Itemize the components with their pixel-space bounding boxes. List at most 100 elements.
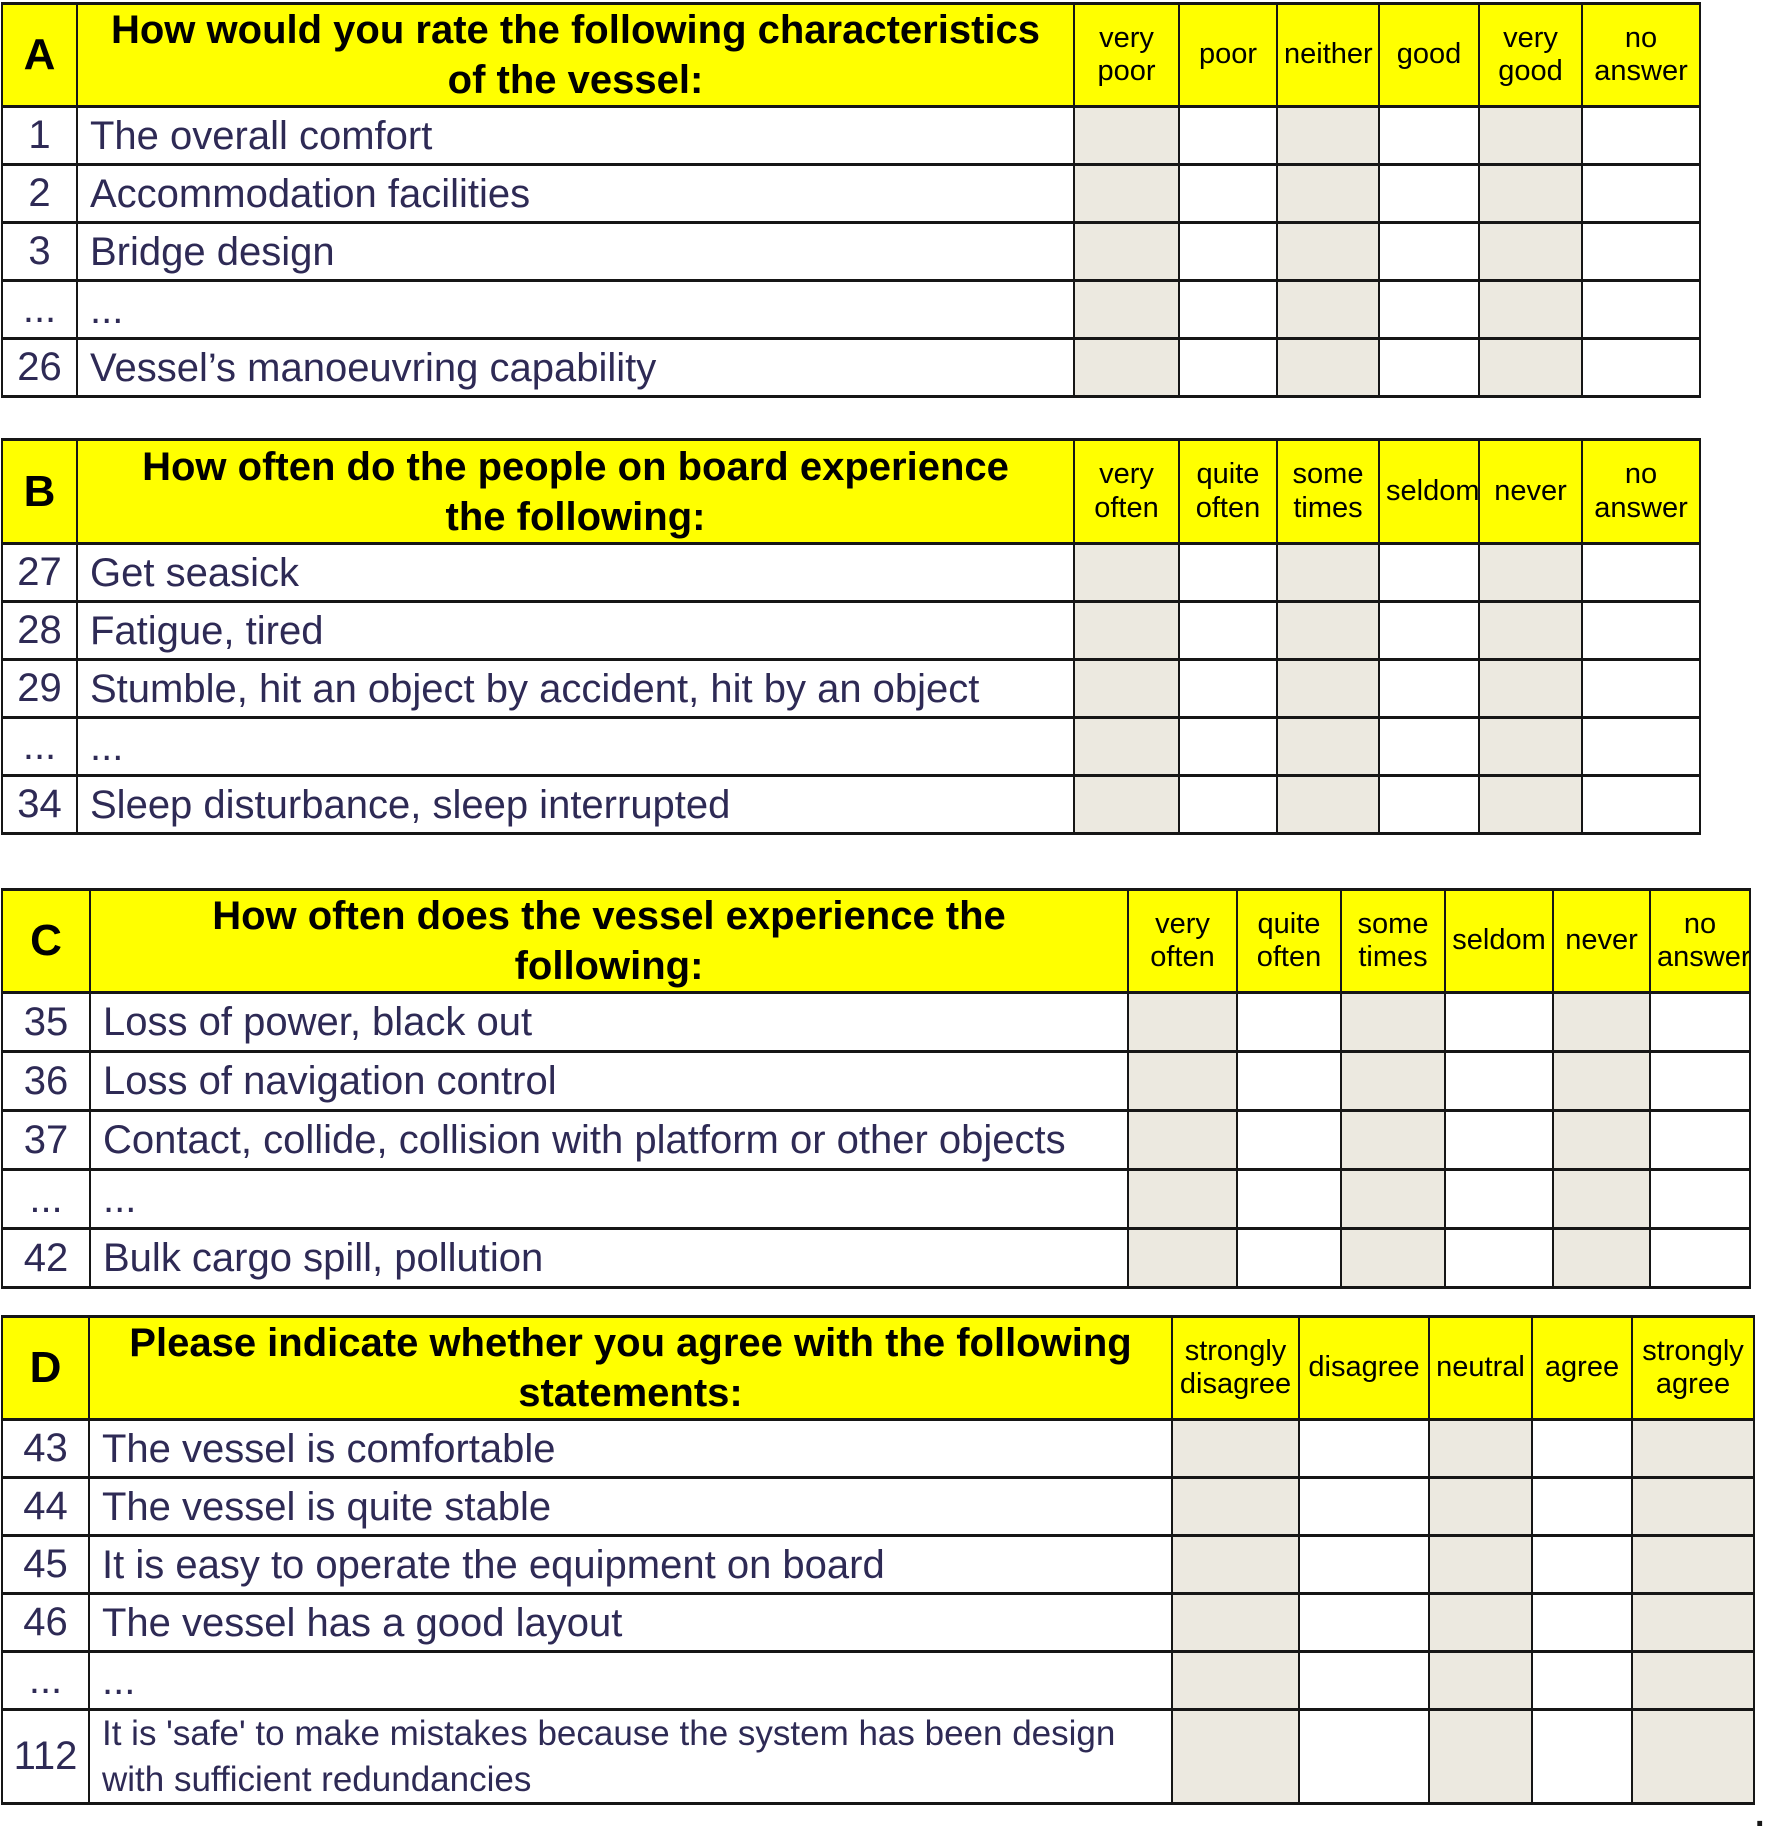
answer-cell[interactable] xyxy=(1073,658,1180,719)
answer-cell[interactable] xyxy=(1478,716,1583,777)
answer-cell[interactable] xyxy=(1478,163,1583,224)
answer-cell[interactable] xyxy=(1378,716,1480,777)
answer-cell[interactable] xyxy=(1171,1418,1300,1479)
answer-cell[interactable] xyxy=(1552,1227,1651,1289)
answer-cell[interactable] xyxy=(1581,716,1701,777)
answer-cell[interactable] xyxy=(1631,1708,1755,1805)
answer-cell[interactable] xyxy=(1178,600,1278,661)
answer-cell[interactable] xyxy=(1276,105,1380,166)
answer-cell[interactable] xyxy=(1478,542,1583,603)
answer-cell[interactable] xyxy=(1073,105,1180,166)
answer-cell[interactable] xyxy=(1444,1050,1554,1112)
answer-cell[interactable] xyxy=(1276,279,1380,340)
answer-cell[interactable] xyxy=(1236,1050,1342,1112)
answer-cell[interactable] xyxy=(1276,774,1380,835)
answer-cell[interactable] xyxy=(1073,337,1180,398)
answer-cell[interactable] xyxy=(1276,221,1380,282)
answer-cell[interactable] xyxy=(1581,600,1701,661)
answer-cell[interactable] xyxy=(1298,1650,1430,1711)
answer-cell[interactable] xyxy=(1276,337,1380,398)
answer-cell[interactable] xyxy=(1340,991,1446,1053)
answer-cell[interactable] xyxy=(1178,542,1278,603)
answer-cell[interactable] xyxy=(1581,163,1701,224)
answer-cell[interactable] xyxy=(1478,337,1583,398)
answer-cell[interactable] xyxy=(1531,1708,1633,1805)
answer-cell[interactable] xyxy=(1378,221,1480,282)
answer-cell[interactable] xyxy=(1378,774,1480,835)
answer-cell[interactable] xyxy=(1178,716,1278,777)
answer-cell[interactable] xyxy=(1478,658,1583,719)
answer-cell[interactable] xyxy=(1171,1708,1300,1805)
answer-cell[interactable] xyxy=(1298,1476,1430,1537)
answer-cell[interactable] xyxy=(1073,600,1180,661)
answer-cell[interactable] xyxy=(1631,1534,1755,1595)
answer-cell[interactable] xyxy=(1073,774,1180,835)
answer-cell[interactable] xyxy=(1298,1708,1430,1805)
answer-cell[interactable] xyxy=(1276,716,1380,777)
answer-cell[interactable] xyxy=(1340,1109,1446,1171)
answer-cell[interactable] xyxy=(1531,1418,1633,1479)
answer-cell[interactable] xyxy=(1276,658,1380,719)
answer-cell[interactable] xyxy=(1236,1168,1342,1230)
answer-cell[interactable] xyxy=(1552,1109,1651,1171)
answer-cell[interactable] xyxy=(1073,221,1180,282)
answer-cell[interactable] xyxy=(1127,991,1238,1053)
answer-cell[interactable] xyxy=(1552,1168,1651,1230)
answer-cell[interactable] xyxy=(1298,1418,1430,1479)
answer-cell[interactable] xyxy=(1531,1650,1633,1711)
answer-cell[interactable] xyxy=(1631,1650,1755,1711)
answer-cell[interactable] xyxy=(1649,1109,1751,1171)
answer-cell[interactable] xyxy=(1378,337,1480,398)
answer-cell[interactable] xyxy=(1581,658,1701,719)
answer-cell[interactable] xyxy=(1340,1227,1446,1289)
answer-cell[interactable] xyxy=(1649,1050,1751,1112)
answer-cell[interactable] xyxy=(1552,991,1651,1053)
answer-cell[interactable] xyxy=(1073,716,1180,777)
answer-cell[interactable] xyxy=(1581,337,1701,398)
answer-cell[interactable] xyxy=(1178,163,1278,224)
answer-cell[interactable] xyxy=(1178,774,1278,835)
answer-cell[interactable] xyxy=(1340,1050,1446,1112)
answer-cell[interactable] xyxy=(1127,1109,1238,1171)
answer-cell[interactable] xyxy=(1276,600,1380,661)
answer-cell[interactable] xyxy=(1581,279,1701,340)
answer-cell[interactable] xyxy=(1478,774,1583,835)
answer-cell[interactable] xyxy=(1236,991,1342,1053)
answer-cell[interactable] xyxy=(1428,1534,1533,1595)
answer-cell[interactable] xyxy=(1378,163,1480,224)
answer-cell[interactable] xyxy=(1649,991,1751,1053)
answer-cell[interactable] xyxy=(1631,1592,1755,1653)
answer-cell[interactable] xyxy=(1171,1476,1300,1537)
answer-cell[interactable] xyxy=(1478,279,1583,340)
answer-cell[interactable] xyxy=(1236,1227,1342,1289)
answer-cell[interactable] xyxy=(1581,105,1701,166)
answer-cell[interactable] xyxy=(1631,1418,1755,1479)
answer-cell[interactable] xyxy=(1552,1050,1651,1112)
answer-cell[interactable] xyxy=(1631,1476,1755,1537)
answer-cell[interactable] xyxy=(1298,1534,1430,1595)
answer-cell[interactable] xyxy=(1428,1476,1533,1537)
answer-cell[interactable] xyxy=(1531,1592,1633,1653)
answer-cell[interactable] xyxy=(1428,1708,1533,1805)
answer-cell[interactable] xyxy=(1073,163,1180,224)
answer-cell[interactable] xyxy=(1581,542,1701,603)
answer-cell[interactable] xyxy=(1531,1534,1633,1595)
answer-cell[interactable] xyxy=(1171,1650,1300,1711)
answer-cell[interactable] xyxy=(1478,600,1583,661)
answer-cell[interactable] xyxy=(1378,279,1480,340)
answer-cell[interactable] xyxy=(1340,1168,1446,1230)
answer-cell[interactable] xyxy=(1276,542,1380,603)
answer-cell[interactable] xyxy=(1178,221,1278,282)
answer-cell[interactable] xyxy=(1581,221,1701,282)
answer-cell[interactable] xyxy=(1073,279,1180,340)
answer-cell[interactable] xyxy=(1378,600,1480,661)
answer-cell[interactable] xyxy=(1444,1109,1554,1171)
answer-cell[interactable] xyxy=(1171,1592,1300,1653)
answer-cell[interactable] xyxy=(1649,1168,1751,1230)
answer-cell[interactable] xyxy=(1444,1227,1554,1289)
answer-cell[interactable] xyxy=(1236,1109,1342,1171)
answer-cell[interactable] xyxy=(1127,1168,1238,1230)
answer-cell[interactable] xyxy=(1444,991,1554,1053)
answer-cell[interactable] xyxy=(1378,658,1480,719)
answer-cell[interactable] xyxy=(1428,1650,1533,1711)
